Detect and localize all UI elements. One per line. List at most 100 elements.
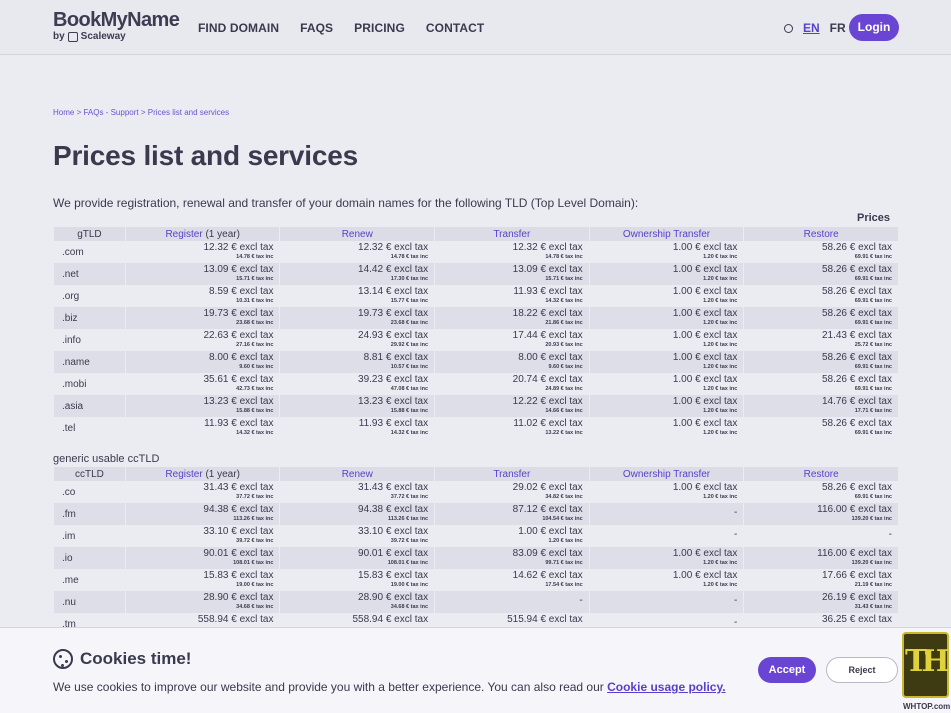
price-cell: 39.23 € excl tax 47.08 € tax inc bbox=[280, 373, 434, 395]
price-excl-tax: 14.76 € excl tax bbox=[821, 396, 892, 407]
price-cell: 36.25 € excl tax bbox=[744, 613, 898, 635]
price-tax-inc: 15.88 € tax inc bbox=[236, 408, 274, 414]
price-excl-tax: 17.66 € excl tax bbox=[821, 570, 892, 581]
tld-name: .nu bbox=[54, 591, 125, 613]
tld-name: .mobi bbox=[62, 378, 87, 390]
col-header-renew[interactable]: Renew bbox=[280, 467, 435, 481]
price-cell: 11.02 € excl tax 13.22 € tax inc bbox=[435, 417, 589, 439]
price-cell: 94.38 € excl tax 113.26 € tax inc bbox=[280, 503, 435, 525]
price-tax-inc: 23.68 € tax inc bbox=[236, 320, 274, 326]
price-excl-tax: 83.09 € excl tax bbox=[512, 548, 583, 559]
col-header-transfer[interactable]: Transfer bbox=[435, 227, 589, 241]
price-cell: 12.32 € excl tax 14.78 € tax inc bbox=[126, 241, 280, 263]
price-cell: 11.93 € excl tax 14.32 € tax inc bbox=[126, 417, 280, 439]
price-cell: 12.32 € excl tax 14.78 € tax inc bbox=[435, 241, 589, 263]
register-duration: (1 year) bbox=[202, 228, 240, 240]
price-tax-inc: 39.72 € tax inc bbox=[390, 538, 429, 544]
price-unavailable: - bbox=[733, 507, 738, 518]
col-header-renew[interactable]: Renew bbox=[280, 227, 435, 241]
col-header-transfer[interactable]: Transfer bbox=[435, 467, 589, 481]
price-tax-inc: 10.31 € tax inc bbox=[236, 298, 274, 304]
price-unavailable: - bbox=[733, 529, 738, 540]
price-tax-inc: 139.20 € tax inc bbox=[851, 560, 892, 566]
price-excl-tax: 1.00 € excl tax bbox=[672, 242, 738, 253]
cctld-price-table: ccTLD Register (1 year) Renew Transfer O… bbox=[53, 467, 899, 635]
price-excl-tax: 33.10 € excl tax bbox=[203, 526, 274, 537]
col-header-restore[interactable]: Restore bbox=[744, 467, 898, 481]
table-row: .io 90.01 € excl tax 108.01 € tax inc 90.01… bbox=[54, 547, 898, 569]
price-tax-inc: 14.78 € tax inc bbox=[545, 254, 583, 260]
price-tax-inc: 27.16 € tax inc bbox=[236, 342, 274, 348]
table-row: .me 15.83 € excl tax 19.00 € tax inc 15.83 … bbox=[54, 569, 898, 591]
price-cell: 58.26 € excl tax 69.91 € tax inc bbox=[744, 307, 898, 329]
price-tax-inc: 17.71 € tax inc bbox=[854, 408, 892, 414]
nav-pricing[interactable]: PRICING bbox=[354, 21, 405, 35]
price-unavailable: - bbox=[733, 595, 738, 606]
price-cell: 11.93 € excl tax 14.32 € tax inc bbox=[435, 285, 589, 307]
price-excl-tax: 24.93 € excl tax bbox=[358, 330, 429, 341]
tld-name: .fm bbox=[54, 503, 125, 525]
col-header-register: Register (1 year) bbox=[125, 227, 280, 241]
price-tax-inc: 1.20 € tax inc bbox=[703, 254, 738, 260]
price-cell: 558.94 € excl tax bbox=[280, 613, 434, 635]
accept-button[interactable]: Accept bbox=[758, 657, 816, 683]
price-excl-tax: 1.00 € excl tax bbox=[672, 548, 738, 559]
lang-fr[interactable]: FR bbox=[829, 21, 846, 35]
login-button[interactable]: Login bbox=[849, 14, 899, 41]
lang-en[interactable]: EN bbox=[803, 21, 820, 35]
price-excl-tax: 15.83 € excl tax bbox=[358, 570, 429, 581]
price-cell: 58.26 € excl tax 69.91 € tax inc bbox=[744, 263, 898, 285]
col-header-ownership-transfer[interactable]: Ownership Transfer bbox=[589, 467, 744, 481]
price-excl-tax: 31.43 € excl tax bbox=[203, 482, 274, 493]
table-header-row: gTLD Register (1 year) Renew Transfer Ow… bbox=[54, 227, 898, 241]
nav-find-domain[interactable]: FIND DOMAIN bbox=[198, 21, 280, 35]
price-excl-tax: 8.00 € excl tax bbox=[209, 352, 274, 363]
price-cell: - bbox=[589, 591, 744, 613]
table-row: .net 13.09 € excl tax 15.71 € tax inc 14.42… bbox=[54, 263, 898, 285]
price-tax-inc: 20.93 € tax inc bbox=[545, 342, 583, 348]
price-tax-inc: 69.91 € tax inc bbox=[854, 386, 892, 392]
breadcrumb-current[interactable]: Prices list and services bbox=[147, 108, 230, 117]
price-tax-inc: 34.68 € tax inc bbox=[236, 604, 274, 610]
price-cell: 11.93 € excl tax 14.32 € tax inc bbox=[280, 417, 434, 439]
price-excl-tax: 8.59 € excl tax bbox=[209, 286, 274, 297]
price-excl-tax: 29.02 € excl tax bbox=[512, 482, 583, 493]
price-excl-tax: 1.00 € excl tax bbox=[518, 526, 583, 537]
price-excl-tax: 1.00 € excl tax bbox=[672, 352, 738, 363]
price-cell: 26.19 € excl tax 31.43 € tax inc bbox=[744, 591, 898, 613]
price-excl-tax: 19.73 € excl tax bbox=[203, 308, 274, 319]
price-tax-inc: 24.89 € tax inc bbox=[545, 386, 583, 392]
col-header-ownership-transfer[interactable]: Ownership Transfer bbox=[589, 227, 744, 241]
price-cell: 1.00 € excl tax 1.20 € tax inc bbox=[589, 547, 744, 569]
table-row: .co 31.43 € excl tax 37.72 € tax inc 31.43 … bbox=[54, 481, 898, 503]
cookie-policy-link[interactable]: Cookie usage policy. bbox=[607, 680, 726, 694]
price-excl-tax: 1.00 € excl tax bbox=[672, 396, 738, 407]
watermark-label: WHTOP.com bbox=[903, 702, 951, 711]
price-excl-tax: 116.00 € excl tax bbox=[817, 548, 892, 559]
col-header-tld: ccTLD bbox=[54, 467, 125, 481]
price-excl-tax: 19.73 € excl tax bbox=[358, 308, 429, 319]
table-row: .fm 94.38 € excl tax 113.26 € tax inc 94.38… bbox=[54, 503, 898, 525]
price-tax-inc: 13.22 € tax inc bbox=[545, 430, 583, 436]
nav-contact[interactable]: CONTACT bbox=[425, 21, 485, 35]
tld-name: .im bbox=[62, 530, 76, 542]
register-link[interactable]: Register bbox=[165, 228, 203, 240]
breadcrumb-faqs[interactable]: FAQs - Support bbox=[83, 108, 139, 117]
price-excl-tax: 94.38 € excl tax bbox=[203, 504, 274, 515]
globe-icon bbox=[784, 23, 793, 33]
nav-faqs[interactable]: FAQS bbox=[300, 21, 334, 35]
logo-subtext: by Scaleway bbox=[53, 31, 179, 42]
breadcrumb-home[interactable]: Home bbox=[53, 108, 75, 117]
price-tax-inc: 21.19 € tax inc bbox=[854, 582, 892, 588]
price-excl-tax: 116.00 € excl tax bbox=[817, 504, 892, 515]
price-cell: 58.26 € excl tax 69.91 € tax inc bbox=[744, 351, 898, 373]
bookmyname-logo[interactable]: BookMyName by Scaleway bbox=[53, 10, 180, 42]
col-header-restore[interactable]: Restore bbox=[744, 227, 898, 241]
price-tax-inc: 1.20 € tax inc bbox=[703, 342, 738, 348]
price-tax-inc: 1.20 € tax inc bbox=[703, 408, 738, 414]
tld-name: .me bbox=[62, 574, 79, 586]
price-tax-inc: 31.43 € tax inc bbox=[854, 604, 892, 610]
price-tax-inc: 15.71 € tax inc bbox=[236, 276, 274, 282]
register-link[interactable]: Register bbox=[165, 468, 203, 480]
reject-button[interactable]: Reject bbox=[826, 657, 898, 683]
